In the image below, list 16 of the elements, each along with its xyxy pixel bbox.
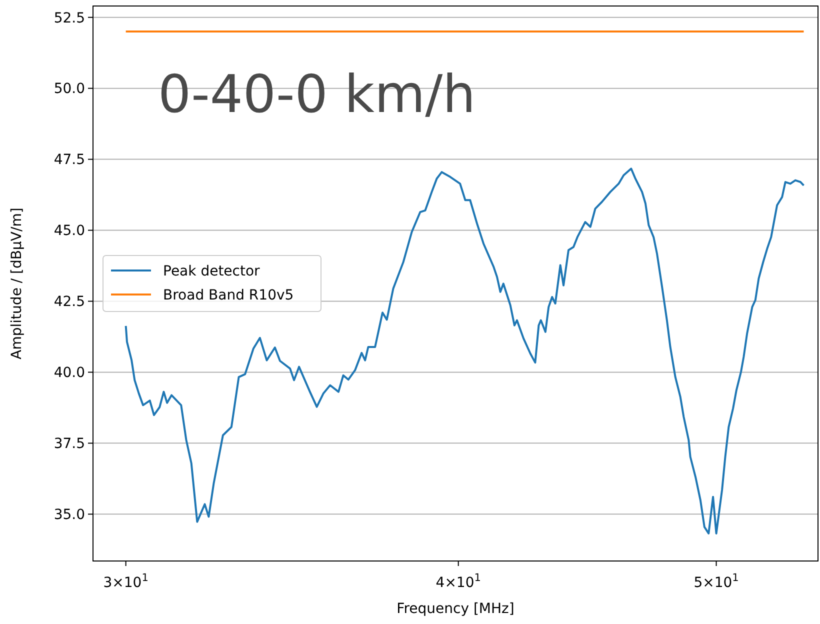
x-tick-label: 5×10$^{1}$ — [694, 572, 739, 591]
y-tick-label: 42.5 — [54, 294, 85, 310]
x-axis-title: Frequency [MHz] — [396, 601, 514, 617]
y-tick-label: 47.5 — [54, 152, 85, 168]
legend-label: Peak detector — [163, 263, 260, 280]
y-tick-label: 35.0 — [54, 507, 85, 524]
annotation: 0-40-0 km/h — [158, 65, 476, 125]
y-tick-label: 45.0 — [54, 223, 85, 240]
x-tick-label: 3×10$^{1}$ — [103, 572, 148, 591]
y-tick-label: 37.5 — [54, 436, 85, 452]
y-tick-label: 40.0 — [54, 365, 85, 382]
y-tick-label: 50.0 — [54, 81, 85, 98]
y-tick-label: 52.5 — [54, 10, 85, 26]
legend-label: Broad Band R10v5 — [163, 287, 294, 304]
y-axis-title: Amplitude / [dBµV/m] — [9, 208, 25, 360]
x-tick-label: 4×10$^{1}$ — [436, 572, 481, 591]
